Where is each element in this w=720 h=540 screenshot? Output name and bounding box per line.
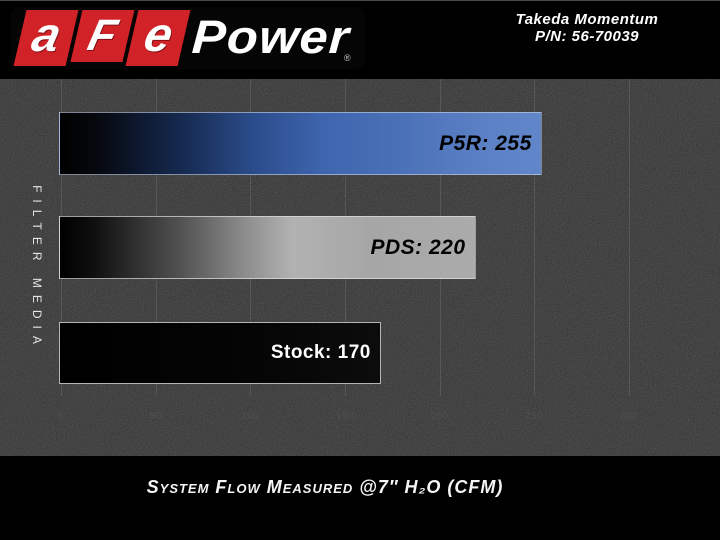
bar-chart: FILTER MEDIA P5R: 255 PDS: 220 Stock: 17… xyxy=(0,79,720,456)
bar-pds-value-label: PDS: 220 xyxy=(370,235,466,259)
bar-p5r: P5R: 255 xyxy=(59,112,542,175)
afe-power-logo: a F e Power ® xyxy=(10,7,365,69)
plot-area: P5R: 255 PDS: 220 Stock: 170 0 50 100 150 20… xyxy=(57,79,638,456)
x-tick-label: 300 xyxy=(619,411,639,422)
bar-p5r-value-label: P5R: 255 xyxy=(439,131,532,155)
product-name: Takeda Momentum xyxy=(515,11,659,28)
bar-pds: PDS: 220 xyxy=(59,216,476,279)
registered-trademark-icon: ® xyxy=(344,53,351,63)
logo-letter-a: a xyxy=(13,9,79,66)
logo-power-text: Power xyxy=(190,9,352,63)
y-axis-label: FILTER MEDIA xyxy=(30,184,44,351)
bar-stock-value-label: Stock: 170 xyxy=(270,342,371,363)
footer: System Flow Measured @7″ H₂O (CFM) xyxy=(0,456,720,540)
part-number: P/N: 56-70039 xyxy=(534,28,640,45)
bar-stock: Stock: 170 xyxy=(59,322,381,384)
product-info: Takeda Momentum P/N: 56-70039 xyxy=(482,11,692,45)
logo-letter-F: F xyxy=(70,10,135,62)
chart-caption: System Flow Measured @7″ H₂O (CFM) xyxy=(146,477,504,497)
x-tick-label: 150 xyxy=(335,411,355,422)
logo-letter-e: e xyxy=(125,9,191,66)
x-tick-label: 50 xyxy=(149,411,162,422)
x-tick-label: 0 xyxy=(57,411,65,422)
x-tick-label: 250 xyxy=(525,411,544,422)
header: a F e Power ® Takeda Momentum P/N: 56-70… xyxy=(0,1,720,79)
x-tick-label: 200 xyxy=(430,411,449,422)
x-tick-label: 100 xyxy=(241,411,260,422)
gridline xyxy=(629,79,630,396)
gridline xyxy=(534,79,536,396)
afe-logo-tiles: a F e xyxy=(13,9,191,66)
